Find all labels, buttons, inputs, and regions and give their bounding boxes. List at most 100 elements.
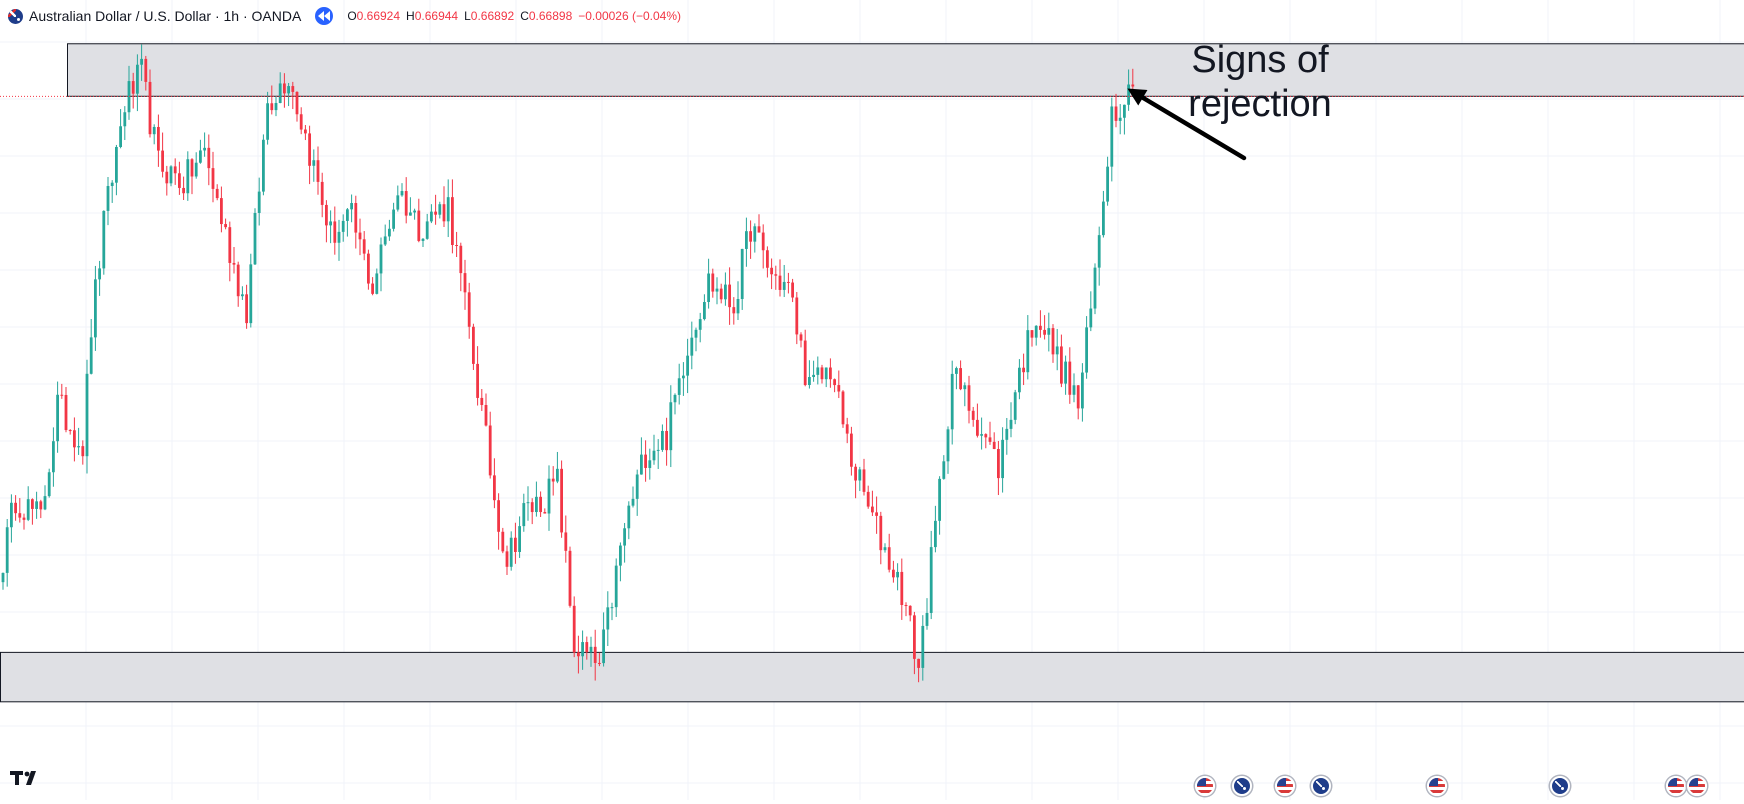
annotation-line-2: rejection xyxy=(1188,83,1332,125)
candle-down xyxy=(442,204,446,222)
australia-flag-event-icon[interactable] xyxy=(1550,776,1570,796)
candle-up xyxy=(1097,235,1101,268)
replay-icon[interactable] xyxy=(315,7,334,25)
candle-down xyxy=(774,274,778,276)
candle-down xyxy=(803,340,807,386)
candle-up xyxy=(98,268,101,280)
candle-down xyxy=(887,547,891,570)
us-flag-event-icon[interactable] xyxy=(1275,776,1295,796)
tradingview-logo-icon[interactable] xyxy=(10,768,42,793)
candle-down xyxy=(577,652,580,657)
candle-up xyxy=(980,434,983,436)
candle-up xyxy=(1081,372,1084,409)
candle-up xyxy=(94,279,97,338)
candle-up xyxy=(1013,392,1017,420)
candle-down xyxy=(320,181,324,205)
candle-down xyxy=(1068,361,1072,395)
candle-up xyxy=(194,162,198,177)
candle-up xyxy=(707,273,710,303)
close-value: 0.66898 xyxy=(528,9,573,23)
candle-down xyxy=(472,326,475,364)
candle-down xyxy=(799,334,803,341)
candle-down xyxy=(68,430,72,432)
low-value: 0.66892 xyxy=(470,9,515,23)
candle-down xyxy=(270,103,274,111)
candle-up xyxy=(52,441,55,473)
candle-down xyxy=(228,227,232,263)
candle-up xyxy=(631,498,635,506)
candle-down xyxy=(148,81,152,135)
candle-down xyxy=(551,478,555,482)
candle-down xyxy=(644,454,647,468)
candle-up xyxy=(686,355,689,376)
candle-down xyxy=(787,281,790,283)
symbol-title[interactable]: Australian Dollar / U.S. Dollar · 1h · O… xyxy=(29,8,302,24)
candle-down xyxy=(866,491,870,507)
candle-down xyxy=(900,571,904,606)
open-value: 0.66924 xyxy=(356,9,401,23)
candle-up xyxy=(400,191,404,196)
candle-up xyxy=(56,394,59,442)
candle-up xyxy=(438,204,442,215)
candle-up xyxy=(136,64,139,94)
candle-up xyxy=(934,520,937,548)
candle-up xyxy=(661,430,664,450)
candle-down xyxy=(1022,367,1025,373)
candle-up xyxy=(115,146,118,183)
candle-up xyxy=(703,302,706,320)
candle-up xyxy=(715,288,719,292)
candle-up xyxy=(955,368,958,374)
high-value: 0.66944 xyxy=(414,9,459,23)
candle-up xyxy=(925,612,929,626)
candle-down xyxy=(165,171,169,184)
australia-flag-event-icon[interactable] xyxy=(1311,776,1331,796)
candle-down xyxy=(871,506,874,513)
candle-down xyxy=(157,126,160,151)
candle-up xyxy=(35,501,38,509)
candle-up xyxy=(341,220,345,232)
candle-up xyxy=(409,212,412,216)
candle-down xyxy=(530,502,534,513)
us-flag-event-icon[interactable] xyxy=(1666,776,1686,796)
candle-down xyxy=(850,433,853,467)
candle-down xyxy=(795,297,799,335)
candle-down xyxy=(325,204,328,226)
candle-down xyxy=(1114,106,1118,121)
us-flag-event-icon[interactable] xyxy=(1427,776,1447,796)
candle-up xyxy=(123,112,127,127)
candle-down xyxy=(904,605,908,607)
candle-down xyxy=(60,394,64,396)
candle-up xyxy=(278,83,282,104)
close-label: C xyxy=(520,9,529,23)
candle-up xyxy=(547,478,551,514)
candle-up xyxy=(413,210,416,213)
candle-down xyxy=(988,437,992,442)
candle-up xyxy=(106,186,110,211)
candle-up xyxy=(824,367,828,380)
candle-down xyxy=(913,615,916,659)
candle-up xyxy=(648,460,652,468)
candle-down xyxy=(959,368,962,390)
candle-up xyxy=(1018,367,1021,393)
candle-up xyxy=(337,231,341,243)
candle-down xyxy=(367,253,370,284)
candle-up xyxy=(169,166,173,184)
candle-up xyxy=(656,449,660,451)
candle-up xyxy=(1034,325,1038,338)
australia-flag-event-icon[interactable] xyxy=(1232,776,1252,796)
low-label: L xyxy=(464,9,471,23)
candle-down xyxy=(1051,328,1055,355)
candle-down xyxy=(215,188,219,199)
candle-up xyxy=(669,402,673,451)
candle-up xyxy=(102,210,106,269)
candle-down xyxy=(879,515,883,551)
annotation-text: Signs of rejection xyxy=(1150,38,1370,126)
candle-down xyxy=(543,512,547,514)
candle-up xyxy=(392,209,395,229)
us-flag-event-icon[interactable] xyxy=(1195,776,1215,796)
candle-up xyxy=(736,299,740,314)
candle-up xyxy=(346,209,349,221)
us-flag-event-icon[interactable] xyxy=(1687,776,1707,796)
candle-up xyxy=(623,528,626,546)
